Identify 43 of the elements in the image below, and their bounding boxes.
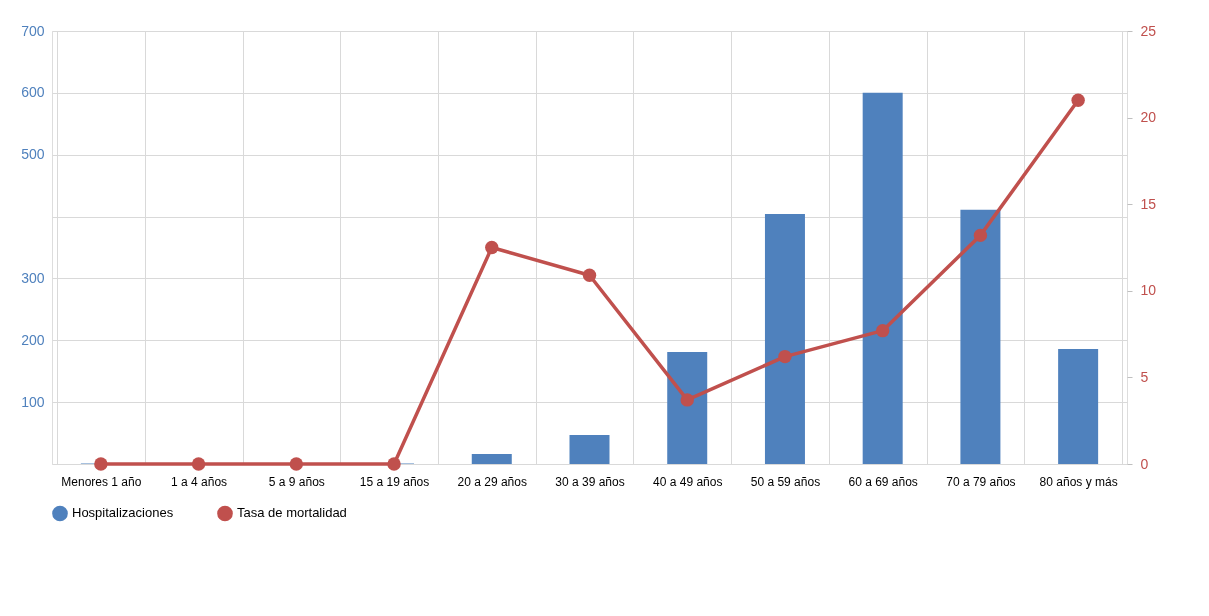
bar [667, 352, 708, 464]
y-tick-label: 200 [21, 331, 45, 348]
bar [960, 209, 1001, 464]
bar [862, 92, 903, 464]
legend-label: Tasa de mortalidad [237, 505, 347, 521]
point [778, 349, 792, 364]
bar [764, 214, 805, 464]
point [582, 268, 597, 282]
bar [569, 434, 610, 464]
point [289, 457, 304, 471]
point [1071, 93, 1085, 107]
y2-tick-label: 20 [1140, 109, 1157, 126]
y2-tick-label: 10 [1140, 282, 1157, 299]
y2-tick-label: 15 [1140, 195, 1157, 212]
x-tick-label: 60 a 69 años [848, 474, 918, 489]
y2-tick-label: 25 [1140, 22, 1157, 39]
y-tick-label: 100 [21, 393, 45, 410]
x-tick-label: 50 a 59 años [750, 474, 821, 489]
point [680, 393, 694, 407]
point [875, 323, 890, 338]
y-tick-label: 600 [21, 84, 45, 101]
y-tick-label: 300 [21, 269, 45, 286]
point [387, 457, 401, 471]
point [94, 457, 108, 471]
point [973, 228, 988, 243]
y2-tick-label: 5 [1140, 368, 1149, 385]
x-tick-label: 80 años y más [1039, 474, 1118, 489]
x-tick-label: 15 a 19 años [359, 474, 430, 489]
x-tick-label: 1 a 4 años [171, 474, 228, 489]
x-tick-label: 20 a 29 años [457, 474, 527, 489]
bar [471, 454, 512, 464]
x-tick-label: 40 a 49 años [653, 474, 723, 489]
point [191, 457, 206, 471]
y-tick-label: 500 [21, 146, 45, 163]
y2-tick-label: 0 [1140, 455, 1149, 472]
x-tick-label: 30 a 39 años [555, 474, 625, 489]
x-tick-label: 5 a 9 años [268, 474, 325, 489]
y-tick-label: 700 [21, 22, 45, 39]
legend-label: Hospitalizaciones [72, 505, 174, 521]
bar [1058, 348, 1099, 464]
point [485, 240, 499, 255]
x-tick-label: 70 a 79 años [946, 474, 1016, 489]
x-tick-label: Menores 1 año [61, 474, 142, 489]
